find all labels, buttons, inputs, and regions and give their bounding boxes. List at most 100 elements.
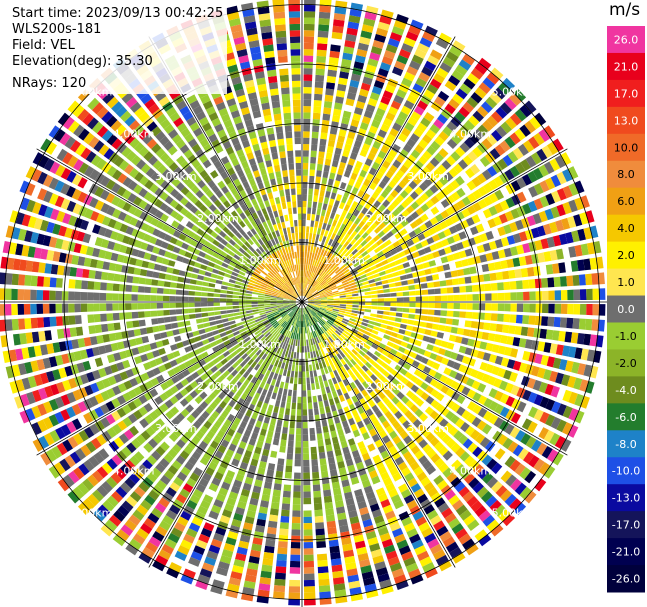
velocity-gate	[317, 553, 328, 561]
velocity-gate	[539, 396, 550, 409]
velocity-gate	[258, 306, 265, 309]
velocity-gate	[341, 58, 352, 67]
velocity-gate	[308, 339, 311, 346]
velocity-gate	[251, 354, 258, 361]
velocity-gate	[345, 458, 354, 467]
velocity-gate	[200, 351, 209, 359]
velocity-gate	[560, 303, 568, 315]
velocity-gate	[314, 300, 321, 302]
velocity-gate	[452, 40, 466, 52]
velocity-gate	[342, 378, 349, 387]
velocity-gate	[257, 512, 267, 521]
velocity-gate	[236, 446, 245, 456]
velocity-gate	[543, 161, 555, 174]
velocity-gate	[473, 128, 485, 141]
velocity-gate	[289, 377, 294, 384]
velocity-gate	[571, 230, 580, 243]
velocity-gate	[231, 340, 239, 347]
velocity-gate	[400, 256, 408, 263]
velocity-gate	[111, 398, 121, 409]
velocity-gate	[133, 468, 145, 480]
velocity-gate	[328, 463, 337, 471]
velocity-gate	[257, 304, 265, 307]
velocity-gate	[493, 334, 502, 343]
velocity-gate	[491, 129, 503, 142]
velocity-gate	[422, 366, 432, 374]
velocity-gate	[527, 391, 538, 404]
velocity-gate	[306, 305, 313, 310]
velocity-gate	[485, 363, 494, 374]
velocity-gate	[317, 36, 328, 45]
velocity-gate	[364, 524, 375, 534]
velocity-gate	[318, 309, 326, 314]
velocity-gate	[314, 515, 324, 523]
velocity-gate	[377, 293, 385, 298]
velocity-gate	[540, 238, 549, 250]
velocity-gate	[293, 383, 298, 391]
velocity-gate	[105, 400, 116, 412]
velocity-gate	[405, 195, 415, 204]
velocity-gate	[289, 344, 293, 352]
velocity-gate	[58, 225, 67, 237]
velocity-gate	[381, 319, 389, 325]
velocity-gate	[344, 327, 352, 333]
velocity-gate	[554, 303, 562, 314]
velocity-gate	[169, 295, 176, 302]
velocity-gate	[26, 391, 36, 405]
velocity-gate	[363, 178, 371, 187]
velocity-gate	[405, 215, 414, 224]
velocity-gate	[505, 197, 516, 208]
velocity-gate	[583, 333, 591, 346]
velocity-gate	[183, 445, 194, 455]
velocity-gate	[176, 315, 184, 321]
velocity-gate	[224, 503, 235, 512]
velocity-gate	[351, 146, 360, 155]
velocity-gate	[383, 50, 396, 60]
velocity-gate	[62, 379, 72, 391]
velocity-gate	[380, 9, 394, 19]
velocity-gate	[516, 191, 527, 203]
velocity-gate	[302, 390, 307, 397]
velocity-gate	[308, 402, 313, 410]
velocity-gate	[77, 482, 90, 496]
velocity-gate	[512, 444, 524, 457]
velocity-gate	[472, 392, 482, 402]
velocity-gate	[127, 266, 135, 275]
velocity-gate	[228, 399, 236, 408]
velocity-gate	[307, 297, 314, 300]
velocity-gate	[451, 203, 461, 213]
velocity-gate	[235, 347, 243, 354]
velocity-gate	[539, 180, 550, 193]
velocity-gate	[330, 335, 336, 342]
velocity-gate	[456, 327, 465, 336]
velocity-gate	[311, 459, 319, 467]
velocity-gate	[396, 297, 404, 302]
velocity-gate	[568, 183, 579, 196]
velocity-gate	[158, 520, 171, 532]
velocity-gate	[371, 119, 381, 129]
velocity-gate	[246, 366, 254, 374]
velocity-gate	[485, 495, 498, 508]
velocity-gate	[489, 148, 501, 160]
velocity-gate	[509, 371, 518, 383]
velocity-gate	[448, 369, 458, 379]
velocity-gate	[296, 409, 302, 416]
velocity-gate	[415, 197, 425, 206]
velocity-gate	[189, 494, 201, 505]
velocity-gate	[416, 42, 430, 54]
velocity-gate	[248, 417, 256, 426]
velocity-gate	[198, 328, 206, 335]
velocity-gate	[455, 146, 466, 158]
velocity-gate	[42, 303, 50, 314]
velocity-gate	[36, 233, 46, 245]
velocity-gate	[316, 208, 322, 216]
velocity-gate	[318, 585, 331, 593]
velocity-gate	[273, 585, 286, 593]
velocity-gate	[338, 518, 348, 527]
velocity-gate	[264, 300, 271, 302]
velocity-gate	[243, 379, 250, 387]
velocity-gate	[365, 327, 373, 333]
velocity-gate	[126, 275, 134, 283]
velocity-gate	[407, 154, 417, 164]
velocity-gate	[73, 243, 82, 254]
